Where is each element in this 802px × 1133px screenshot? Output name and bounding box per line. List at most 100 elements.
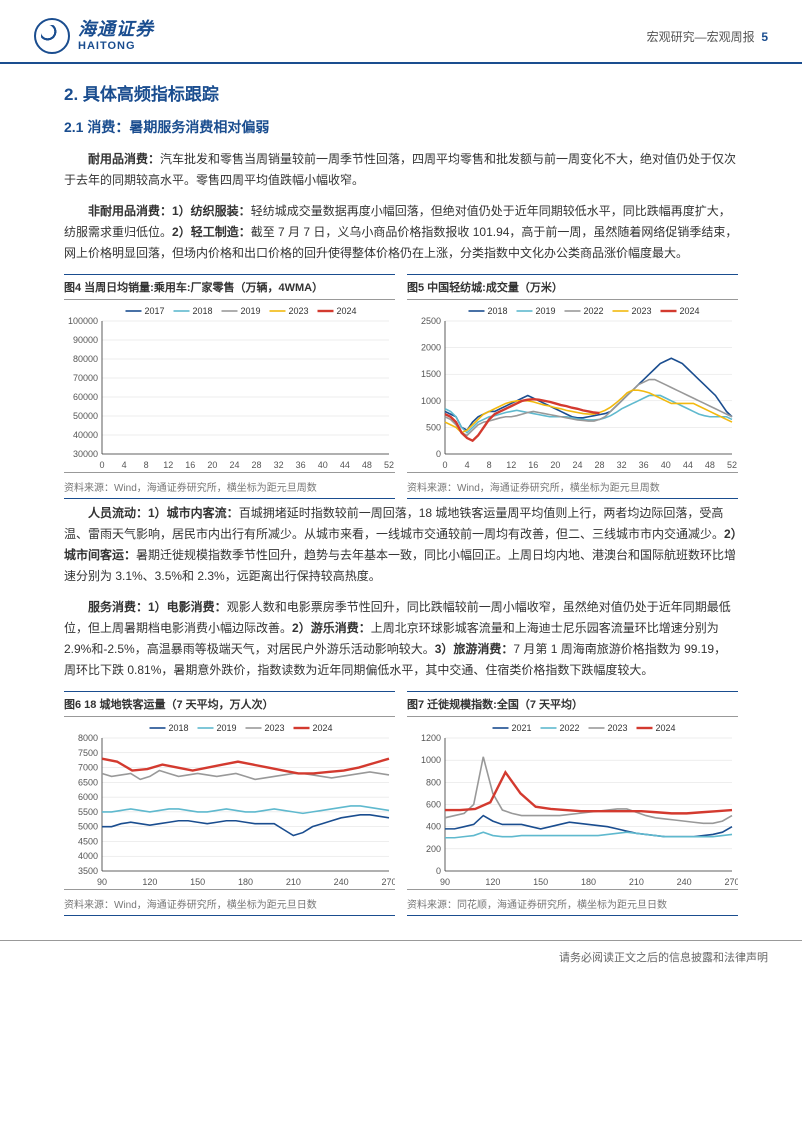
svg-text:70000: 70000 [73, 373, 98, 383]
svg-text:2024: 2024 [337, 306, 357, 316]
svg-text:28: 28 [595, 460, 605, 470]
fig6-title: 图6 18 城地铁客运量（7 天平均，万人次） [64, 691, 395, 717]
svg-text:150: 150 [190, 877, 205, 887]
svg-text:2024: 2024 [313, 723, 333, 733]
svg-text:150: 150 [533, 877, 548, 887]
svg-text:2018: 2018 [488, 306, 508, 316]
fig4-source: 资料来源：Wind，海通证券研究所，横坐标为距元旦周数 [64, 479, 395, 499]
fig7: 图7 迁徙规模指数:全国（7 天平均） 02004006008001000120… [407, 691, 738, 916]
svg-text:2019: 2019 [217, 723, 237, 733]
svg-text:0: 0 [442, 460, 447, 470]
svg-text:2024: 2024 [680, 306, 700, 316]
fig5-source: 资料来源：Wind，海通证券研究所，横坐标为距元旦周数 [407, 479, 738, 499]
para-service-bold3: 3）旅游消费： [435, 642, 514, 656]
para-nondurable-bold2: 2）轻工制造： [172, 225, 251, 239]
fig7-chart: 0200400600800100012009012015018021024027… [407, 720, 738, 890]
svg-text:240: 240 [677, 877, 692, 887]
footer-text: 请务必阅读正文之后的信息披露和法律声明 [559, 952, 768, 964]
fig6-chart: 3500400045005000550060006500700075008000… [64, 720, 395, 890]
logo-en: HAITONG [78, 40, 154, 52]
svg-text:1000: 1000 [421, 396, 441, 406]
svg-text:52: 52 [384, 460, 394, 470]
svg-text:5000: 5000 [78, 822, 98, 832]
svg-text:44: 44 [683, 460, 693, 470]
svg-text:0: 0 [436, 866, 441, 876]
svg-text:12: 12 [163, 460, 173, 470]
svg-text:90: 90 [97, 877, 107, 887]
svg-text:80000: 80000 [73, 354, 98, 364]
svg-text:800: 800 [426, 777, 441, 787]
svg-text:270: 270 [381, 877, 395, 887]
svg-text:44: 44 [340, 460, 350, 470]
svg-text:2021: 2021 [512, 723, 532, 733]
svg-text:100000: 100000 [68, 316, 98, 326]
svg-text:240: 240 [334, 877, 349, 887]
svg-text:6500: 6500 [78, 777, 98, 787]
figrow-4-5: 图4 当周日均销量:乘用车:厂家零售（万辆，4WMA） 300004000050… [64, 274, 738, 499]
svg-text:8: 8 [487, 460, 492, 470]
svg-text:4000: 4000 [78, 851, 98, 861]
svg-text:52: 52 [727, 460, 737, 470]
para-nondurable: 非耐用品消费：1）纺织服装：轻纺城成交量数据再度小幅回落，但绝对值仍处于近年同期… [64, 201, 738, 264]
svg-text:1200: 1200 [421, 733, 441, 743]
header-category: 宏观研究—宏观周报 [647, 30, 755, 44]
svg-text:1500: 1500 [421, 369, 441, 379]
svg-text:32: 32 [274, 460, 284, 470]
footer: 请务必阅读正文之后的信息披露和法律声明 [0, 940, 802, 983]
svg-text:2024: 2024 [656, 723, 676, 733]
fig5: 图5 中国轻纺城:成交量（万米） 05001000150020002500048… [407, 274, 738, 499]
para-durable-bold: 耐用品消费： [88, 152, 160, 166]
fig6-source: 资料来源：Wind，海通证券研究所，横坐标为距元旦日数 [64, 896, 395, 916]
svg-text:4: 4 [465, 460, 470, 470]
svg-text:2018: 2018 [169, 723, 189, 733]
svg-text:4500: 4500 [78, 836, 98, 846]
svg-text:50000: 50000 [73, 411, 98, 421]
logo-icon [34, 18, 70, 54]
svg-text:2022: 2022 [560, 723, 580, 733]
svg-text:90: 90 [440, 877, 450, 887]
svg-text:2023: 2023 [289, 306, 309, 316]
svg-text:16: 16 [185, 460, 195, 470]
fig4-chart: 3000040000500006000070000800009000010000… [64, 303, 395, 473]
svg-text:120: 120 [142, 877, 157, 887]
svg-text:36: 36 [639, 460, 649, 470]
svg-text:2019: 2019 [241, 306, 261, 316]
para-mobility-text2: 暑期迁徙规模指数季节性回升，趋势与去年基本一致，同比小幅回正。上周日均内地、港澳… [64, 548, 736, 583]
logo-cn: 海通证券 [78, 20, 154, 40]
para-mobility: 人员流动：1）城市内客流：百城拥堵延时指数较前一周回落，18 城地铁客运量周平均… [64, 503, 738, 587]
svg-text:180: 180 [581, 877, 596, 887]
svg-text:2500: 2500 [421, 316, 441, 326]
svg-text:200: 200 [426, 844, 441, 854]
para-durable-text: 汽车批发和零售当周销量较前一周季节性回落，四周平均零售和批发额与前一周变化不大，… [64, 152, 736, 187]
svg-text:6000: 6000 [78, 792, 98, 802]
svg-text:0: 0 [99, 460, 104, 470]
content: 2. 具体高频指标跟踪 2.1 消费：暑期服务消费相对偏弱 耐用品消费：汽车批发… [0, 64, 802, 940]
svg-text:210: 210 [286, 877, 301, 887]
svg-text:48: 48 [705, 460, 715, 470]
svg-text:2000: 2000 [421, 343, 441, 353]
svg-text:32: 32 [617, 460, 627, 470]
svg-text:2022: 2022 [584, 306, 604, 316]
svg-text:1000: 1000 [421, 755, 441, 765]
svg-text:12: 12 [506, 460, 516, 470]
page-number: 5 [761, 30, 768, 44]
svg-text:400: 400 [426, 822, 441, 832]
svg-text:7000: 7000 [78, 763, 98, 773]
fig4-title: 图4 当周日均销量:乘用车:厂家零售（万辆，4WMA） [64, 274, 395, 300]
para-service-bold2: 2）游乐消费： [292, 621, 371, 635]
svg-text:40: 40 [318, 460, 328, 470]
para-mobility-bold1: 人员流动：1）城市内客流： [88, 506, 239, 520]
svg-text:8000: 8000 [78, 733, 98, 743]
svg-text:16: 16 [528, 460, 538, 470]
svg-text:28: 28 [252, 460, 262, 470]
svg-text:180: 180 [238, 877, 253, 887]
svg-text:3500: 3500 [78, 866, 98, 876]
svg-text:500: 500 [426, 422, 441, 432]
logo: 海通证券 HAITONG [34, 18, 154, 54]
svg-text:600: 600 [426, 800, 441, 810]
fig5-chart: 0500100015002000250004812162024283236404… [407, 303, 738, 473]
page-header: 海通证券 HAITONG 宏观研究—宏观周报 5 [0, 0, 802, 64]
svg-text:24: 24 [572, 460, 582, 470]
svg-text:2019: 2019 [536, 306, 556, 316]
svg-text:210: 210 [629, 877, 644, 887]
